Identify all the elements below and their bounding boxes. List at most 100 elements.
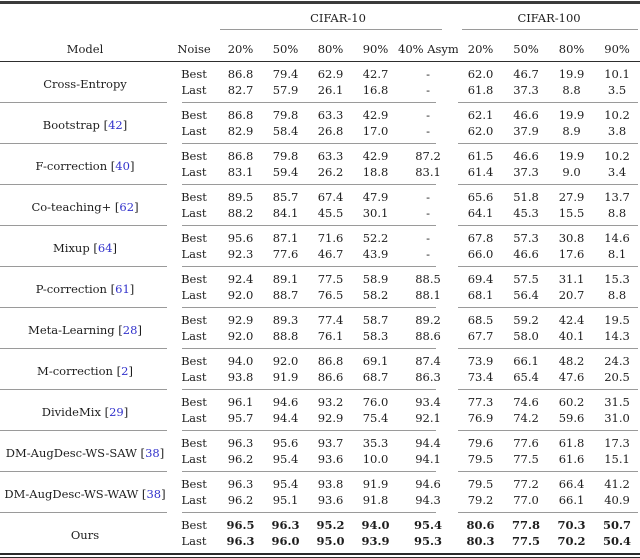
value-cell: 66.1 [513, 353, 539, 368]
value-cell: 3.4 [607, 164, 627, 179]
citation-link[interactable]: 64 [97, 240, 113, 255]
citation-link[interactable]: 2 [121, 363, 129, 378]
value-cell: 80.6 [466, 517, 495, 532]
value-cell: 8.8 [607, 205, 627, 220]
last-label-cell: Last [181, 492, 207, 507]
value-cell: 96.5 [226, 517, 255, 532]
value-cell: 26.2 [317, 164, 344, 179]
value-cell: 77.8 [512, 517, 541, 532]
value-cell: 95.3 [414, 533, 443, 548]
value-cell: - [426, 230, 430, 245]
separator-cifar10-segment [170, 142, 458, 144]
model-group-last-row: Last 96.2 95.4 93.6 10.0 94.1 79.5 77.5 61.6 15.1 [0, 451, 640, 471]
model-name: Mixup [52, 240, 90, 255]
value-cell: 65.4 [513, 369, 539, 384]
value-cell: 75.4 [362, 410, 389, 425]
value-cell: 86.8 [227, 107, 254, 122]
value-cell: 95.7 [227, 410, 254, 425]
value-cell: - [426, 123, 430, 138]
value-cell: 42.4 [558, 312, 585, 327]
value-cell: 92.9 [227, 312, 254, 327]
group-separator-row [0, 306, 640, 308]
value-cell: - [426, 82, 430, 97]
value-cell: 14.3 [604, 328, 630, 343]
value-cell: 77.5 [512, 533, 541, 548]
value-cell: 92.0 [227, 328, 254, 343]
value-cell: 3.8 [607, 123, 627, 138]
value-cell: 79.5 [467, 451, 494, 466]
citation-bracket-open: [ [136, 445, 146, 460]
value-cell: 61.6 [558, 451, 585, 466]
value-cell: 61.8 [467, 82, 494, 97]
separator-model-segment [0, 347, 170, 349]
last-label-cell: Last [181, 123, 207, 138]
value-cell: 46.6 [513, 246, 539, 261]
separator-cifar10-segment [170, 429, 458, 431]
value-cell: 94.6 [415, 476, 441, 491]
model-group-last-row: Last 83.1 59.4 26.2 18.8 83.1 61.4 37.3 9.0 3.4 [0, 164, 640, 184]
value-cell: 57.5 [513, 271, 539, 286]
value-cell: 93.2 [317, 394, 344, 409]
value-cell: 17.6 [558, 246, 585, 261]
group-separator-row [0, 388, 640, 390]
value-cell: 62.0 [467, 66, 494, 81]
citation-link[interactable]: 61 [115, 281, 130, 296]
separator-model-segment [0, 429, 170, 431]
model-group-last-row: Last 96.3 96.0 95.0 93.9 95.3 80.3 77.5 70.2 50.4 [0, 533, 640, 553]
citation-link[interactable]: 40 [115, 158, 130, 173]
group-separator-row [0, 429, 640, 431]
citation-link[interactable]: 28 [122, 322, 138, 337]
best-label-cell: Best [181, 394, 207, 409]
model-group-best-row: Mixup [64] Best 95.6 87.1 71.6 52.2 - 67.8 57.3 3… [0, 226, 640, 255]
value-cell: 46.6 [513, 107, 539, 122]
value-cell: 45.3 [513, 205, 539, 220]
separator-cifar10-segment [170, 347, 458, 349]
value-cell: 61.4 [467, 164, 494, 179]
column-header-row: Model Noise 20% 50% 80% 90% 40% Asym 20%… [0, 36, 640, 62]
value-cell: 58.0 [513, 328, 539, 343]
value-cell: 83.1 [415, 164, 441, 179]
value-cell: 70.3 [557, 517, 586, 532]
value-cell: 88.5 [415, 271, 441, 286]
separator-model-segment [0, 183, 170, 185]
value-cell: 17.3 [604, 435, 630, 450]
cifar10-group-label: CIFAR-10 [310, 11, 366, 25]
value-cell: 37.3 [513, 82, 539, 97]
value-cell: 86.6 [317, 369, 344, 384]
citation-link[interactable]: 38 [146, 486, 162, 501]
citation-link[interactable]: 38 [145, 445, 160, 460]
value-cell: 77.5 [513, 451, 539, 466]
value-cell: 94.4 [415, 435, 441, 450]
citation-link[interactable]: 29 [109, 404, 124, 419]
value-cell: 58.4 [272, 123, 299, 138]
best-label-cell: Best [181, 353, 207, 368]
value-cell: 74.2 [513, 410, 539, 425]
separator-model-segment [0, 388, 170, 390]
best-label-cell: Best [181, 271, 207, 286]
citation-link[interactable]: 42 [108, 117, 123, 132]
value-cell: 35.3 [362, 435, 389, 450]
separator-model-segment [0, 306, 170, 308]
value-cell: 58.3 [362, 328, 389, 343]
best-label-cell: Best [181, 189, 207, 204]
value-cell: 48.2 [558, 353, 585, 368]
value-cell: 91.8 [362, 492, 389, 507]
value-cell: 8.8 [562, 82, 581, 97]
table-body: Cross-Entropy Best 86.8 79.4 62.9 42.7 - 62.0 46… [0, 61, 640, 553]
group-separator-row [0, 183, 640, 185]
value-cell: 10.0 [362, 451, 389, 466]
value-cell: 62.0 [467, 123, 494, 138]
last-label-cell: Last [181, 287, 207, 302]
value-cell: 20.5 [604, 369, 630, 384]
separator-cifar10-segment [170, 306, 458, 308]
cifar10-noise-40asym-header: 40% Asym [398, 36, 459, 62]
citation-link[interactable]: 62 [119, 199, 135, 214]
value-cell: 93.6 [317, 451, 344, 466]
value-cell: 10.2 [604, 107, 630, 122]
value-cell: 8.8 [607, 287, 627, 302]
value-cell: 42.9 [362, 148, 389, 163]
best-label-cell: Best [181, 476, 207, 491]
value-cell: 66.4 [558, 476, 585, 491]
group-separator-row [0, 224, 640, 226]
value-cell: 15.5 [558, 205, 585, 220]
